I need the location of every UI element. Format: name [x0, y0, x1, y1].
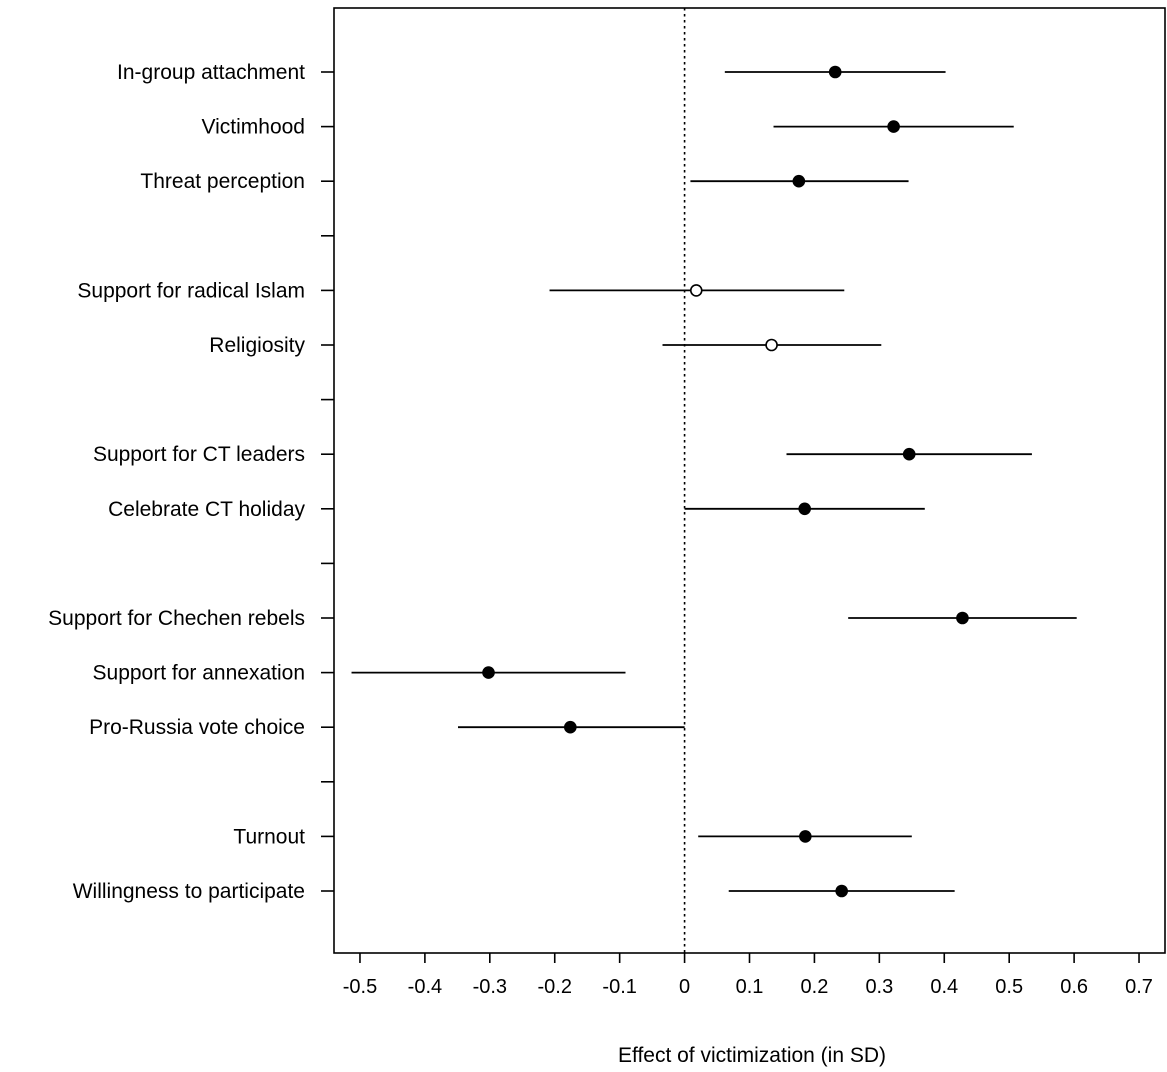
y-tick-label: Threat perception: [140, 170, 305, 193]
estimate-point-open: [765, 338, 778, 352]
y-tick-label: Support for radical Islam: [77, 279, 305, 302]
estimate-point: [564, 720, 577, 734]
y-tick-label: Celebrate CT holiday: [108, 498, 305, 521]
x-tick-label: 0: [679, 976, 690, 998]
y-tick-label: Turnout: [233, 825, 305, 848]
y-tick-label: Support for Chechen rebels: [48, 607, 305, 630]
x-tick-label: -0.4: [408, 976, 442, 998]
y-tick-label: Support for CT leaders: [93, 443, 305, 466]
x-tick-label: -0.1: [602, 976, 636, 998]
x-tick-label: -0.2: [538, 976, 572, 998]
y-axis: In-group attachment Victimhood Threat perc…: [48, 61, 334, 903]
x-tick-label: 0.5: [995, 976, 1023, 998]
y-tick-label: Victimhood: [201, 116, 305, 139]
x-tick-label: -0.5: [343, 976, 377, 998]
x-tick-label: 0.2: [801, 976, 829, 998]
y-tick-label: Religiosity: [209, 334, 305, 357]
y-tick-label: Willingness to participate: [73, 880, 305, 903]
estimate-point: [835, 884, 848, 898]
y-tick-label: Pro-Russia vote choice: [89, 716, 305, 739]
y-tick-label: In-group attachment: [117, 61, 305, 84]
estimate-point: [792, 174, 806, 188]
estimate-point: [798, 502, 811, 516]
x-tick-label: 0.6: [1060, 976, 1088, 998]
estimate-point: [799, 830, 812, 843]
estimate-point: [956, 611, 969, 625]
plot-frame: [333, 7, 1166, 954]
x-tick-label: 0.1: [736, 976, 764, 998]
x-axis-title: Effect of victimization (in SD): [618, 1044, 886, 1067]
estimate-point-open: [689, 284, 703, 297]
x-tick-label: 0.7: [1125, 976, 1153, 998]
y-tick-label: Support for annexation: [93, 662, 305, 685]
estimates-group: [351, 65, 1077, 898]
x-axis: -0.5 -0.4 -0.3 -0.2 -0.1 0 0.1 0.2 0.3 0.4 0.5 0.6 0…: [343, 953, 1153, 998]
estimate-point: [902, 447, 916, 461]
x-tick-label: 0.3: [865, 976, 893, 998]
estimate-point: [887, 120, 900, 133]
estimate-point: [482, 666, 495, 679]
x-tick-label: -0.3: [473, 976, 507, 998]
x-tick-label: 0.4: [930, 976, 958, 998]
estimate-point: [828, 65, 842, 79]
